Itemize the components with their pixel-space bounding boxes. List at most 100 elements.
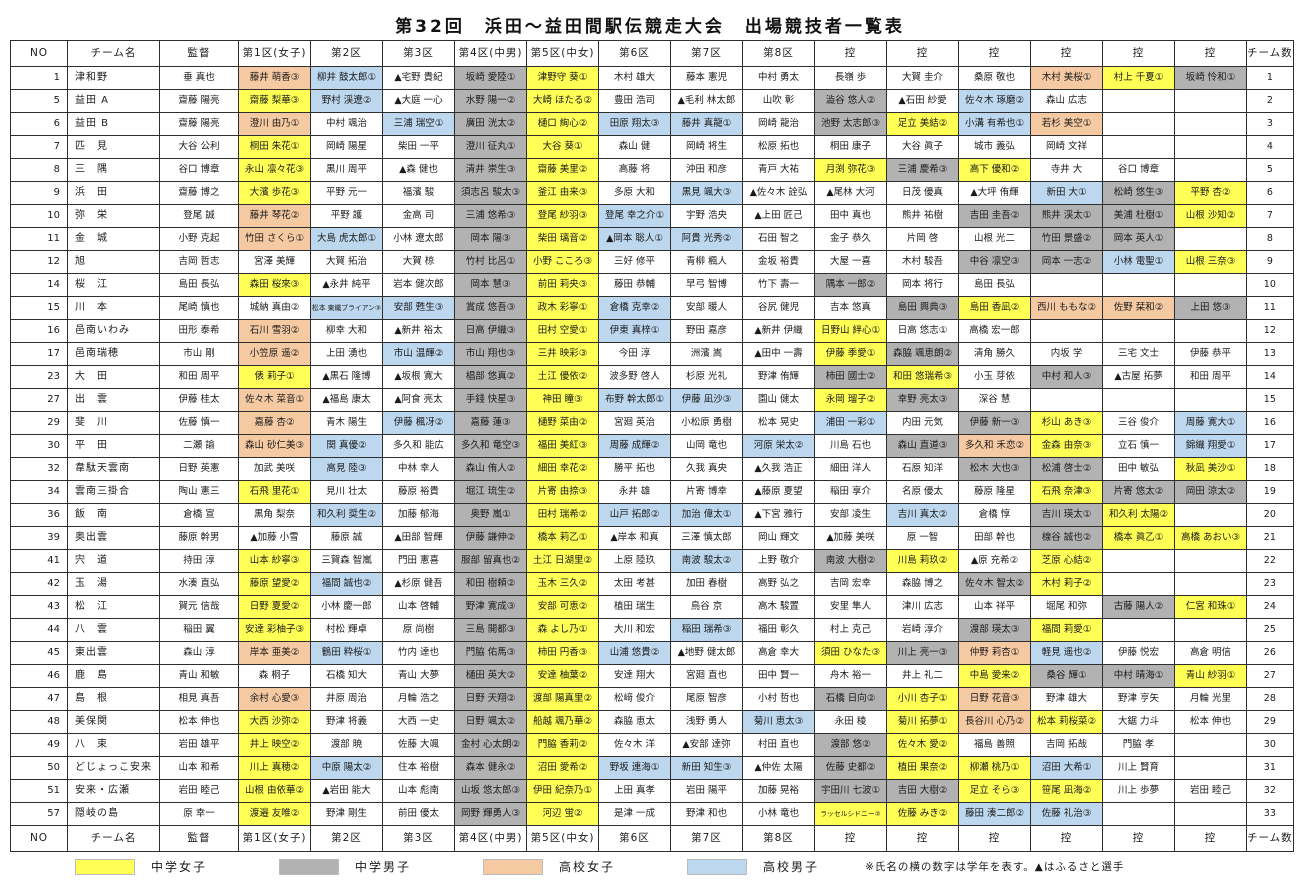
team-name-cell: 八 雲 (67, 618, 160, 642)
runner-cell: 浅野 勇人 (670, 710, 743, 734)
reserve-runner-cell: 石原 知洋 (886, 457, 959, 481)
reserve-runner-cell (1102, 319, 1175, 343)
team-count-cell: 4 (1246, 135, 1294, 159)
team-count-cell: 30 (1246, 733, 1294, 757)
team-name-cell: 島 根 (67, 687, 160, 711)
runner-cell: 南波 駿太② (670, 549, 743, 573)
column-header: チーム数 (1246, 825, 1294, 852)
reserve-runner-cell: 日野山 絆心① (814, 319, 887, 343)
reserve-runner-cell: 村上 千夏① (1102, 66, 1175, 90)
coach-cell: 松本 伸也 (159, 710, 239, 734)
team-count-cell: 31 (1246, 756, 1294, 780)
reserve-runner-cell (1102, 273, 1175, 297)
team-row: 16 邑南いわみ 田形 泰希 石川 雪羽② 柳幸 大和 ▲新井 裕太 日高 伊織③ 田村 空愛… (10, 319, 1294, 343)
column-header: 第8区 (742, 825, 815, 852)
runner-cell: 土江 優依② (526, 365, 599, 389)
reserve-runner-cell: 古藤 陽人② (1102, 595, 1175, 619)
reserve-runner-cell: 渡部 悠② (814, 733, 887, 757)
legend-item: 中学女子 (75, 858, 207, 875)
coach-cell: 賀元 信哉 (159, 595, 239, 619)
reserve-runner-cell: 西川 ももな② (1030, 296, 1103, 320)
reserve-runner-cell: 須田 ひなた③ (814, 641, 887, 665)
team-name-cell: 津和野 (67, 66, 160, 90)
runner-cell: 日野 天翔② (454, 687, 527, 711)
runner-cell: 岡野 輝勇人③ (454, 802, 527, 826)
reserve-runner-cell: 津川 広志 (886, 595, 959, 619)
runner-cell: 加治 偉太① (670, 503, 743, 527)
team-name-cell: 斐 川 (67, 411, 160, 435)
reserve-runner-cell: 野津 雄大 (1030, 687, 1103, 711)
column-header: 第1区(女子) (238, 40, 311, 67)
team-row: 42 玉 湯水湊 直弘 藤原 望愛② 福間 誠也② ▲杉原 健吾 和田 樹頼② 玉木 三久②… (10, 572, 1294, 596)
column-header: 第2区 (310, 825, 383, 852)
team-row: 57 隠岐の島原 幸一 渡邉 友唯② 野津 剛生 前田 優太 岡野 輝勇人③ 河辺 蛍② 是津… (10, 802, 1294, 826)
runner-cell: 岩田 陽平 (670, 779, 743, 803)
runner-cell: 藤原 誠 (310, 526, 383, 550)
team-name-cell: 宍 道 (67, 549, 160, 573)
column-header: チーム名 (67, 40, 160, 67)
runner-cell: 岡本 陽③ (454, 227, 527, 251)
reserve-runner-cell: 青山 紗羽① (1174, 664, 1247, 688)
reserve-runner-cell: 新田 大① (1030, 181, 1103, 205)
coach-cell: 吉岡 哲志 (159, 250, 239, 274)
runner-cell: 嘉藤 杏② (238, 411, 311, 435)
team-count-cell: 15 (1246, 388, 1294, 412)
reserve-runner-cell (1174, 227, 1247, 251)
reserve-runner-cell: 永田 稜 (814, 710, 887, 734)
runner-cell: 余村 心愛③ (238, 687, 311, 711)
column-header: 控 (1102, 825, 1175, 852)
bib-number-cell: 41 (10, 549, 68, 573)
column-header: 控 (1102, 40, 1175, 67)
runner-cell: ▲坂根 寛大 (382, 365, 455, 389)
reserve-runner-cell: 杉山 あき③ (1030, 411, 1103, 435)
team-name-cell: 三 隅 (67, 158, 160, 182)
reserve-runner-cell: 小溝 有希也① (958, 112, 1031, 136)
coach-cell: 稲田 翼 (159, 618, 239, 642)
team-row: 23 大 田和田 周平俵 莉子① ▲黒石 隆博 ▲坂根 寛大 椙部 悠真② 土江 優依② 波… (10, 365, 1294, 389)
coach-cell: 森山 淳 (159, 641, 239, 665)
reserve-runner-cell: 大鋸 力斗 (1102, 710, 1175, 734)
reserve-runner-cell (1102, 572, 1175, 596)
column-header: 控 (1030, 40, 1103, 67)
reserve-runner-cell: 佐野 栞和② (1102, 296, 1175, 320)
reserve-runner-cell: ラッセルシドニー② (814, 802, 887, 826)
team-count-cell: 28 (1246, 687, 1294, 711)
team-count-cell: 25 (1246, 618, 1294, 642)
reserve-runner-cell: 周藤 寛大① (1174, 411, 1247, 435)
reserve-runner-cell: 野津 亨矢 (1102, 687, 1175, 711)
roster-table: NO チーム名 監督 第1区(女子) 第2区 第3区 第4区(中男) 第5区(中女) 第6区 第7… (10, 40, 1294, 852)
runner-cell: 藤井 萌香③ (238, 66, 311, 90)
runner-cell: 鶴田 粋桜① (310, 641, 383, 665)
runner-cell: 勝平 拓也 (598, 457, 671, 481)
bib-number-cell: 46 (10, 664, 68, 688)
runner-cell: 平野 護 (310, 204, 383, 228)
column-header: 第6区 (598, 40, 671, 67)
team-count-cell: 24 (1246, 595, 1294, 619)
team-row: 48 美保関 松本 伸也 大西 沙弥② 野津 将義 大西 一史 日野 颯太② 船越 颯乃華② 森… (10, 710, 1294, 734)
runner-cell: 嘉藤 蓮③ (454, 411, 527, 435)
runner-cell: 中村 勇太 (742, 66, 815, 90)
runner-cell: 伊東 真梓① (598, 319, 671, 343)
team-row: 32 韋駄天雲南 日野 英憲 加武 美咲 高見 陸③ 中林 幸人 森山 侑人② 細田 幸花② 勝… (10, 457, 1294, 481)
bib-number-cell: 16 (10, 319, 68, 343)
team-row: 47 島 根相見 真吾 余村 心愛③ 井原 周治 月輪 浩之 日野 天翔② 渡部 陽真里② 松… (10, 687, 1294, 711)
coach-cell: 登尾 誠 (159, 204, 239, 228)
runner-cell: 住本 裕樹 (382, 756, 455, 780)
team-count-cell: 27 (1246, 664, 1294, 688)
team-row: 5 益田 A 齋藤 陽亮 齋藤 梨華③ 野村 渓遼② ▲大庭 一心 水野 陽一② 大崎 ほたる… (10, 89, 1294, 113)
runner-cell: 原 尚樹 (382, 618, 455, 642)
reserve-runner-cell (1174, 503, 1247, 527)
reserve-runner-cell: 和久利 太陽② (1102, 503, 1175, 527)
runner-cell: 大賀 拓治 (310, 250, 383, 274)
runner-cell: 永山 凛々花③ (238, 158, 311, 182)
runner-cell: 見川 壮太 (310, 480, 383, 504)
team-row: 29 斐 川佐藤 慎一 嘉藤 杏② 青木 陽生 伊藤 楓冴② 嘉藤 蓮③ 樋野 菜由② 宮廻 … (10, 411, 1294, 435)
runner-cell: 中原 陽太② (310, 756, 383, 780)
runner-cell: 野津 将義 (310, 710, 383, 734)
team-name-cell: 平 田 (67, 434, 160, 458)
team-name-cell: 旭 (67, 250, 160, 274)
team-row: 51 安来・広瀬 岩田 睦己 山根 由依華② ▲岩田 能大 山本 彪南 山坂 悠太郎③ 伊田 … (10, 779, 1294, 803)
runner-cell: 稲田 瑞希③ (670, 618, 743, 642)
team-count-cell: 12 (1246, 319, 1294, 343)
